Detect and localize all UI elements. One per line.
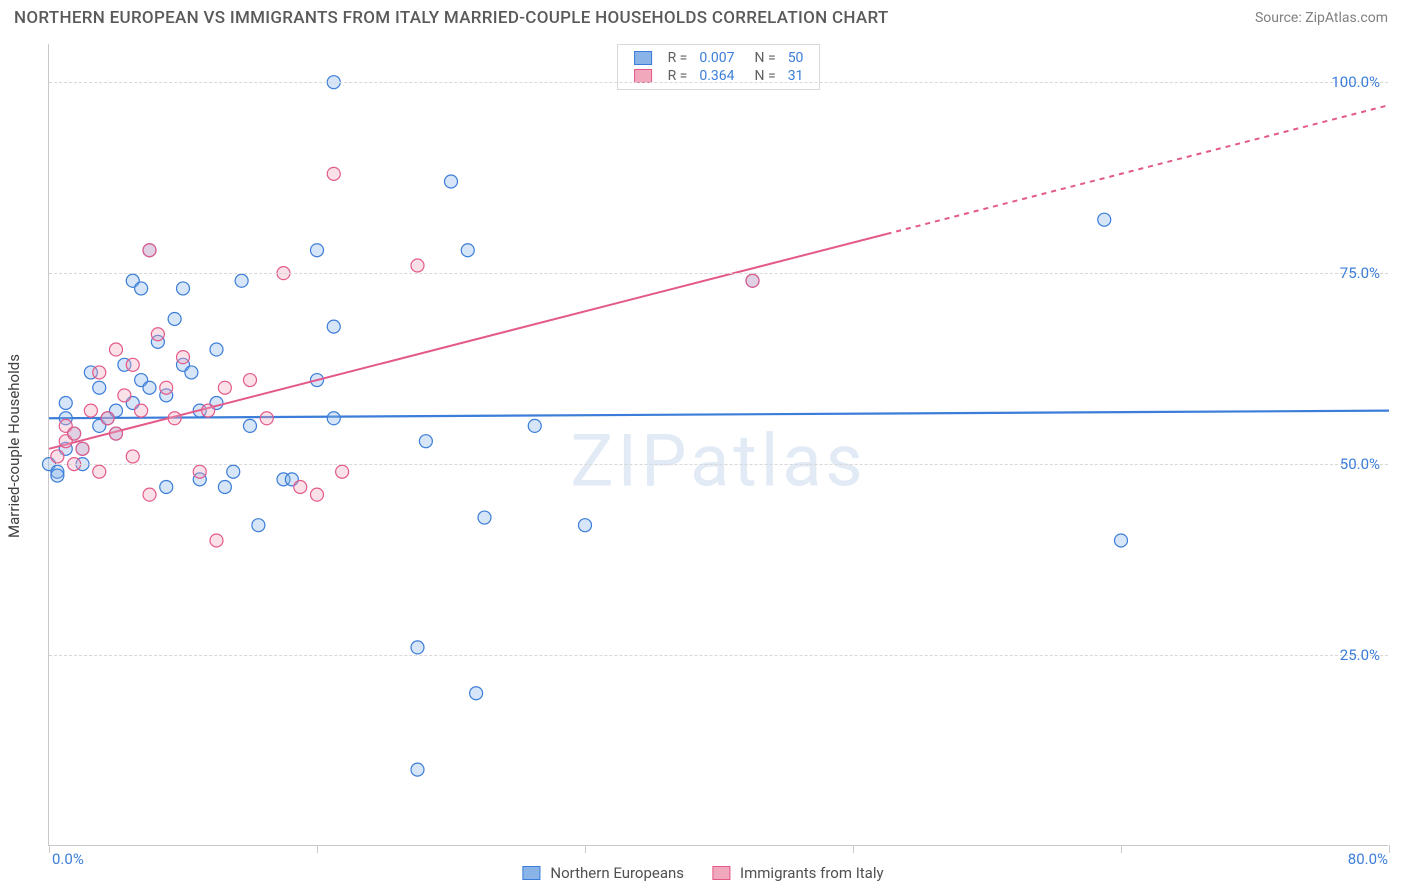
data-point: [445, 175, 458, 188]
data-point: [210, 343, 223, 356]
source-label: Source: ZipAtlas.com: [1255, 10, 1388, 26]
data-point: [160, 381, 173, 394]
data-point: [160, 481, 173, 494]
data-point: [461, 244, 474, 257]
y-axis-label: Married-couple Households: [5, 354, 23, 538]
data-point: [411, 641, 424, 654]
data-point: [528, 419, 541, 432]
data-point: [93, 465, 106, 478]
chart-title: NORTHERN EUROPEAN VS IMMIGRANTS FROM ITA…: [14, 8, 889, 28]
data-point: [244, 419, 257, 432]
data-point: [311, 488, 324, 501]
data-point: [579, 519, 592, 532]
data-point: [1098, 213, 1111, 226]
data-point: [168, 412, 181, 425]
data-point: [143, 244, 156, 257]
data-point: [1115, 534, 1128, 547]
data-point: [327, 167, 340, 180]
data-point: [126, 450, 139, 463]
data-point: [51, 450, 64, 463]
gridline: [49, 464, 1388, 465]
data-point: [59, 396, 72, 409]
data-point: [260, 412, 273, 425]
x-tick: [1121, 845, 1122, 853]
data-point: [51, 469, 64, 482]
data-point: [411, 259, 424, 272]
data-point: [84, 404, 97, 417]
chart-plot-area: ZIPatlas R =0.007N =50R =0.364N =31 25.0…: [48, 44, 1388, 846]
data-point: [135, 404, 148, 417]
data-point: [336, 465, 349, 478]
x-axis-max-label: 80.0%: [1348, 850, 1388, 868]
data-point: [118, 389, 131, 402]
data-point: [218, 481, 231, 494]
data-point: [235, 274, 248, 287]
data-point: [470, 687, 483, 700]
y-tick-label: 75.0%: [1340, 264, 1380, 282]
data-point: [126, 358, 139, 371]
y-tick-label: 25.0%: [1340, 646, 1380, 664]
data-point: [93, 381, 106, 394]
data-point: [294, 481, 307, 494]
data-point: [252, 519, 265, 532]
data-point: [177, 351, 190, 364]
data-point: [218, 381, 231, 394]
data-point: [143, 488, 156, 501]
legend-item: Immigrants from Italy: [712, 864, 884, 882]
data-point: [210, 534, 223, 547]
data-point: [177, 282, 190, 295]
y-tick-label: 100.0%: [1331, 73, 1380, 91]
gridline: [49, 82, 1388, 83]
data-point: [411, 763, 424, 776]
data-point: [68, 427, 81, 440]
data-point: [746, 274, 759, 287]
scatter-svg: [49, 44, 1388, 845]
data-point: [101, 412, 114, 425]
legend-item: Northern Europeans: [522, 864, 684, 882]
data-point: [110, 343, 123, 356]
data-point: [76, 442, 89, 455]
data-point: [143, 381, 156, 394]
data-point: [244, 374, 257, 387]
data-point: [327, 320, 340, 333]
data-point: [419, 435, 432, 448]
trend-line-dashed: [887, 105, 1390, 234]
data-point: [193, 465, 206, 478]
data-point: [311, 244, 324, 257]
gridline: [49, 273, 1388, 274]
data-point: [135, 282, 148, 295]
x-tick: [49, 845, 50, 853]
data-point: [202, 404, 215, 417]
x-tick: [317, 845, 318, 853]
trend-line: [49, 411, 1389, 419]
x-tick: [1389, 845, 1390, 853]
data-point: [327, 412, 340, 425]
data-point: [185, 366, 198, 379]
series-legend: Northern Europeans Immigrants from Italy: [522, 864, 883, 882]
legend-row: R =0.007N =50: [628, 49, 810, 67]
data-point: [478, 511, 491, 524]
data-point: [110, 427, 123, 440]
x-tick: [585, 845, 586, 853]
data-point: [168, 312, 181, 325]
data-point: [227, 465, 240, 478]
data-point: [93, 366, 106, 379]
y-tick-label: 50.0%: [1340, 455, 1380, 473]
gridline: [49, 655, 1388, 656]
data-point: [151, 328, 164, 341]
x-tick: [853, 845, 854, 853]
x-axis-min-label: 0.0%: [52, 850, 84, 868]
